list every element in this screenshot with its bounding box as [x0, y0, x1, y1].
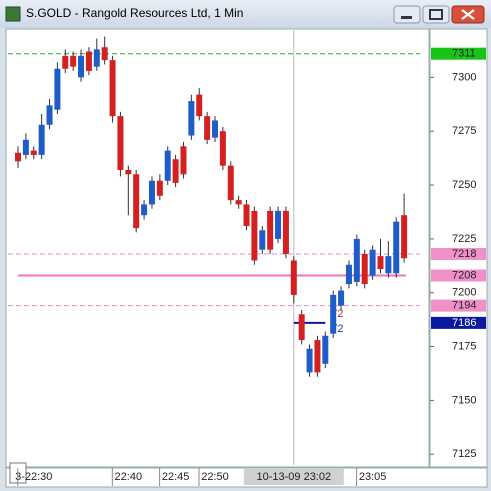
candle-body: [298, 314, 305, 341]
candle-body: [141, 204, 148, 216]
y-tick-label: 7225: [452, 233, 476, 245]
candle-body: [15, 152, 21, 162]
candle-body: [204, 116, 211, 140]
candle-body: [212, 120, 218, 138]
candle-body: [290, 260, 297, 295]
candle-body: [314, 340, 321, 373]
candle-body: [101, 47, 108, 61]
candle-body: [393, 221, 400, 274]
candle-body: [62, 55, 69, 69]
plot-area: [5, 28, 430, 468]
x-tick-label: 22:45: [162, 471, 190, 483]
candle-body: [133, 174, 140, 229]
level-tag: [431, 247, 486, 260]
candle-body: [251, 210, 258, 261]
candle-body: [385, 256, 392, 274]
candle-body: [267, 210, 274, 250]
candle-body: [345, 264, 352, 285]
app-icon: [5, 6, 21, 22]
candle-body: [93, 49, 100, 67]
crosshair-tag-label: 7186: [452, 317, 476, 329]
crosshair-time-label: 10-13-09 23:02: [256, 471, 331, 483]
candle-body: [188, 101, 195, 136]
candle-body: [38, 124, 45, 155]
maximize-button[interactable]: [422, 5, 450, 24]
candle-body: [306, 348, 313, 373]
level-tag: [431, 269, 486, 282]
candle-body: [70, 55, 77, 67]
candle-body: [164, 150, 171, 181]
x-tick-label: 3-22:30: [15, 471, 52, 483]
candle-body: [172, 159, 179, 183]
candle-body: [22, 139, 29, 155]
x-tick-label: 23:05: [359, 471, 387, 483]
candle-body: [235, 200, 242, 205]
candle-body: [78, 55, 85, 78]
y-tick-label: 7200: [452, 287, 476, 299]
candle-body: [361, 253, 368, 285]
plot: 7300 7275 7250 7225 7200 7175 7150 7125 7311 7218…: [8, 30, 486, 486]
y-tick-label: 7300: [452, 71, 476, 83]
candle-body: [330, 294, 337, 334]
candle-body: [180, 146, 187, 175]
minimize-icon: [401, 16, 412, 19]
candle-body: [243, 204, 250, 226]
crosshair-time-box: [243, 469, 344, 485]
candle-body: [54, 68, 61, 110]
level-tag-label: 7311: [452, 48, 476, 60]
candle-body: [85, 51, 92, 71]
maximize-icon: [429, 9, 443, 20]
minimize-button[interactable]: [393, 5, 421, 24]
x-tick-label: 22:40: [115, 471, 143, 483]
candle-body: [275, 210, 282, 239]
candle-body: [117, 116, 124, 170]
candle-body: [46, 105, 53, 125]
candle-body: [353, 238, 360, 282]
level-tag: [431, 47, 486, 60]
level-tag: [431, 299, 486, 312]
candle-body: [156, 180, 163, 196]
close-icon: [461, 9, 475, 20]
candle-body: [259, 230, 266, 250]
candle-body: [338, 290, 345, 306]
y-tick-label: 7125: [452, 448, 476, 460]
candle-body: [30, 150, 37, 155]
candle-body: [109, 60, 116, 117]
candle-body: [401, 215, 408, 259]
level-tag-label: 7194: [452, 300, 476, 312]
crosshair-tag: [431, 316, 486, 329]
candle-body: [282, 210, 289, 254]
level-tag-label: 7208: [452, 269, 476, 281]
y-tick-label: 7275: [452, 125, 476, 137]
window-title: S.GOLD - Rangold Resources Ltd, 1 Min: [26, 6, 243, 20]
candle-body: [219, 131, 226, 166]
y-tick-label: 7175: [452, 340, 476, 352]
candle-body: [369, 249, 376, 276]
y-tick-label: 7250: [452, 179, 476, 191]
candle-body: [196, 94, 203, 117]
candle-body: [148, 180, 155, 205]
y-tick-label: 7150: [452, 394, 476, 406]
candle-body: [125, 169, 132, 175]
candle-body: [377, 256, 384, 270]
level-tag-label: 7218: [452, 248, 476, 260]
x-tick-label: 22:50: [201, 471, 229, 483]
candle-body: [227, 165, 234, 201]
candle-body: [322, 335, 329, 364]
